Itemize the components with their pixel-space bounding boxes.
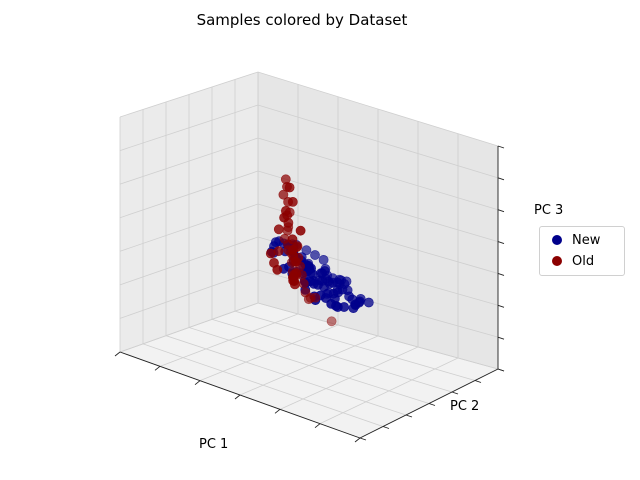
data-point-old xyxy=(283,196,293,207)
data-point-new xyxy=(301,245,312,256)
y-tick xyxy=(359,437,367,441)
z-tick xyxy=(497,177,505,181)
y-tick xyxy=(451,391,459,395)
y-tick xyxy=(405,414,413,418)
x-tick xyxy=(274,408,281,414)
grid-line-z xyxy=(119,302,499,370)
grid-line-z xyxy=(119,269,499,338)
x-tick xyxy=(234,394,241,400)
data-point-new xyxy=(344,291,354,302)
data-point-new xyxy=(363,297,374,308)
data-point-new xyxy=(348,303,359,313)
z-tick xyxy=(497,145,505,149)
z-tick xyxy=(497,336,505,340)
data-point-old xyxy=(283,222,294,232)
legend-label-old: Old xyxy=(572,253,595,269)
data-point-old xyxy=(298,278,309,289)
grid-line-z xyxy=(119,104,499,179)
legend: New Old xyxy=(539,226,625,276)
data-point-old xyxy=(273,224,284,235)
data-point-old xyxy=(295,225,306,236)
data-point-old xyxy=(293,252,304,263)
data-point-old xyxy=(265,248,276,259)
data-point-old xyxy=(326,316,337,327)
x-tick xyxy=(314,423,321,429)
y-tick xyxy=(428,403,436,406)
legend-item-new: New xyxy=(552,231,600,249)
x-tick xyxy=(354,437,361,443)
data-point-new xyxy=(326,298,337,309)
x-tick xyxy=(154,365,161,371)
data-point-old xyxy=(289,276,300,286)
legend-marker-old xyxy=(552,256,562,266)
z-tick xyxy=(497,241,505,244)
legend-item-old: Old xyxy=(552,252,594,270)
data-point-new xyxy=(341,276,352,287)
z-tick xyxy=(497,209,505,213)
z-tick xyxy=(497,368,505,372)
data-point-new xyxy=(318,254,329,265)
y-tick xyxy=(382,426,390,429)
data-point-old xyxy=(278,189,289,200)
data-point-old xyxy=(310,292,321,303)
x-tick xyxy=(114,351,121,357)
data-point-new xyxy=(303,258,314,269)
data-point-new xyxy=(323,287,334,298)
data-point-old xyxy=(295,261,305,272)
floor-pane xyxy=(120,303,498,438)
z-tick xyxy=(497,304,505,308)
data-point-old xyxy=(284,207,295,218)
data-point-old xyxy=(292,241,303,251)
data-point-new xyxy=(322,270,333,281)
z-tick xyxy=(497,273,505,276)
grid-line-z xyxy=(119,236,499,306)
data-point-old xyxy=(296,270,307,280)
y-tick xyxy=(474,380,482,383)
grid-line-z xyxy=(119,71,499,147)
z-axis-label: PC 3 xyxy=(534,203,564,218)
legend-label-new: New xyxy=(572,232,601,248)
data-point-new xyxy=(310,250,320,260)
grid-line-z xyxy=(119,170,499,242)
data-point-old xyxy=(272,264,283,275)
grid-line-z xyxy=(119,203,499,274)
grid-line-z xyxy=(119,137,499,211)
x-axis-label: PC 1 xyxy=(199,437,229,452)
legend-marker-new xyxy=(552,235,562,245)
chart-title: Samples colored by Dataset xyxy=(196,11,408,29)
y-axis-label: PC 2 xyxy=(450,399,480,414)
data-point-old xyxy=(280,174,291,185)
x-tick xyxy=(194,380,201,386)
